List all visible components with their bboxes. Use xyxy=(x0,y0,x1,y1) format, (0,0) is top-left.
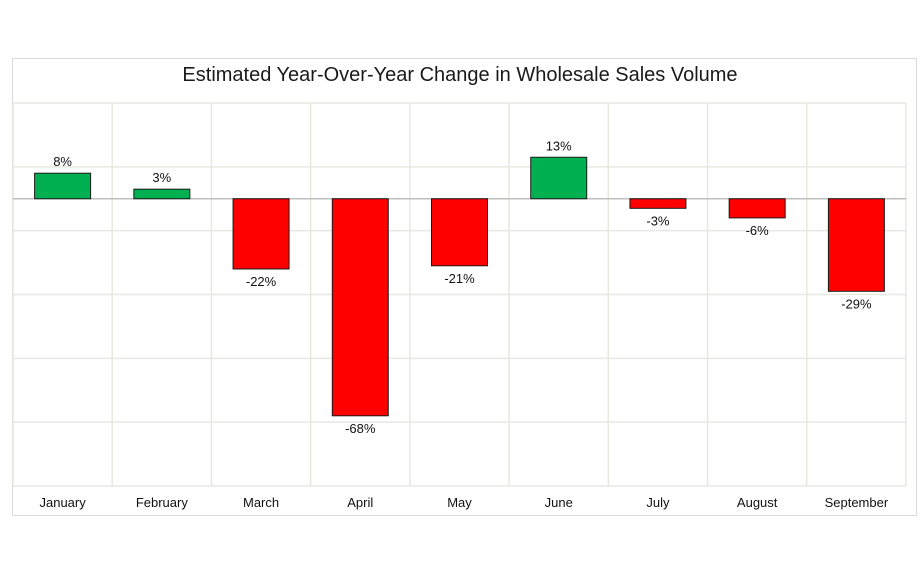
x-tick-label: September xyxy=(825,495,889,510)
bar-march xyxy=(232,198,290,270)
data-label: -29% xyxy=(841,296,872,311)
x-tick-label: January xyxy=(39,495,86,510)
chart-title: Estimated Year-Over-Year Change in Whole… xyxy=(182,64,738,86)
data-label: 3% xyxy=(152,170,171,185)
bar-july xyxy=(629,198,687,209)
x-tick-label: July xyxy=(646,495,670,510)
bar-february xyxy=(133,188,191,200)
x-tick-label: April xyxy=(347,495,373,510)
bar-january xyxy=(34,172,92,200)
x-tick-label: February xyxy=(136,495,189,510)
data-label: 8% xyxy=(53,154,72,169)
data-label: 13% xyxy=(546,138,572,153)
data-label: -21% xyxy=(444,271,475,286)
data-label: -22% xyxy=(246,274,277,289)
bar-june xyxy=(530,156,588,200)
x-tick-label: August xyxy=(737,495,778,510)
bar-september xyxy=(827,198,885,292)
data-label: -6% xyxy=(746,223,770,238)
data-label: -68% xyxy=(345,421,376,436)
x-tick-label: May xyxy=(447,495,472,510)
x-tick-label: March xyxy=(243,495,279,510)
bar-may xyxy=(431,198,488,267)
data-label: -3% xyxy=(646,213,670,228)
x-tick-label: June xyxy=(545,495,573,510)
bar-august xyxy=(728,198,786,219)
bar-april xyxy=(331,198,389,417)
